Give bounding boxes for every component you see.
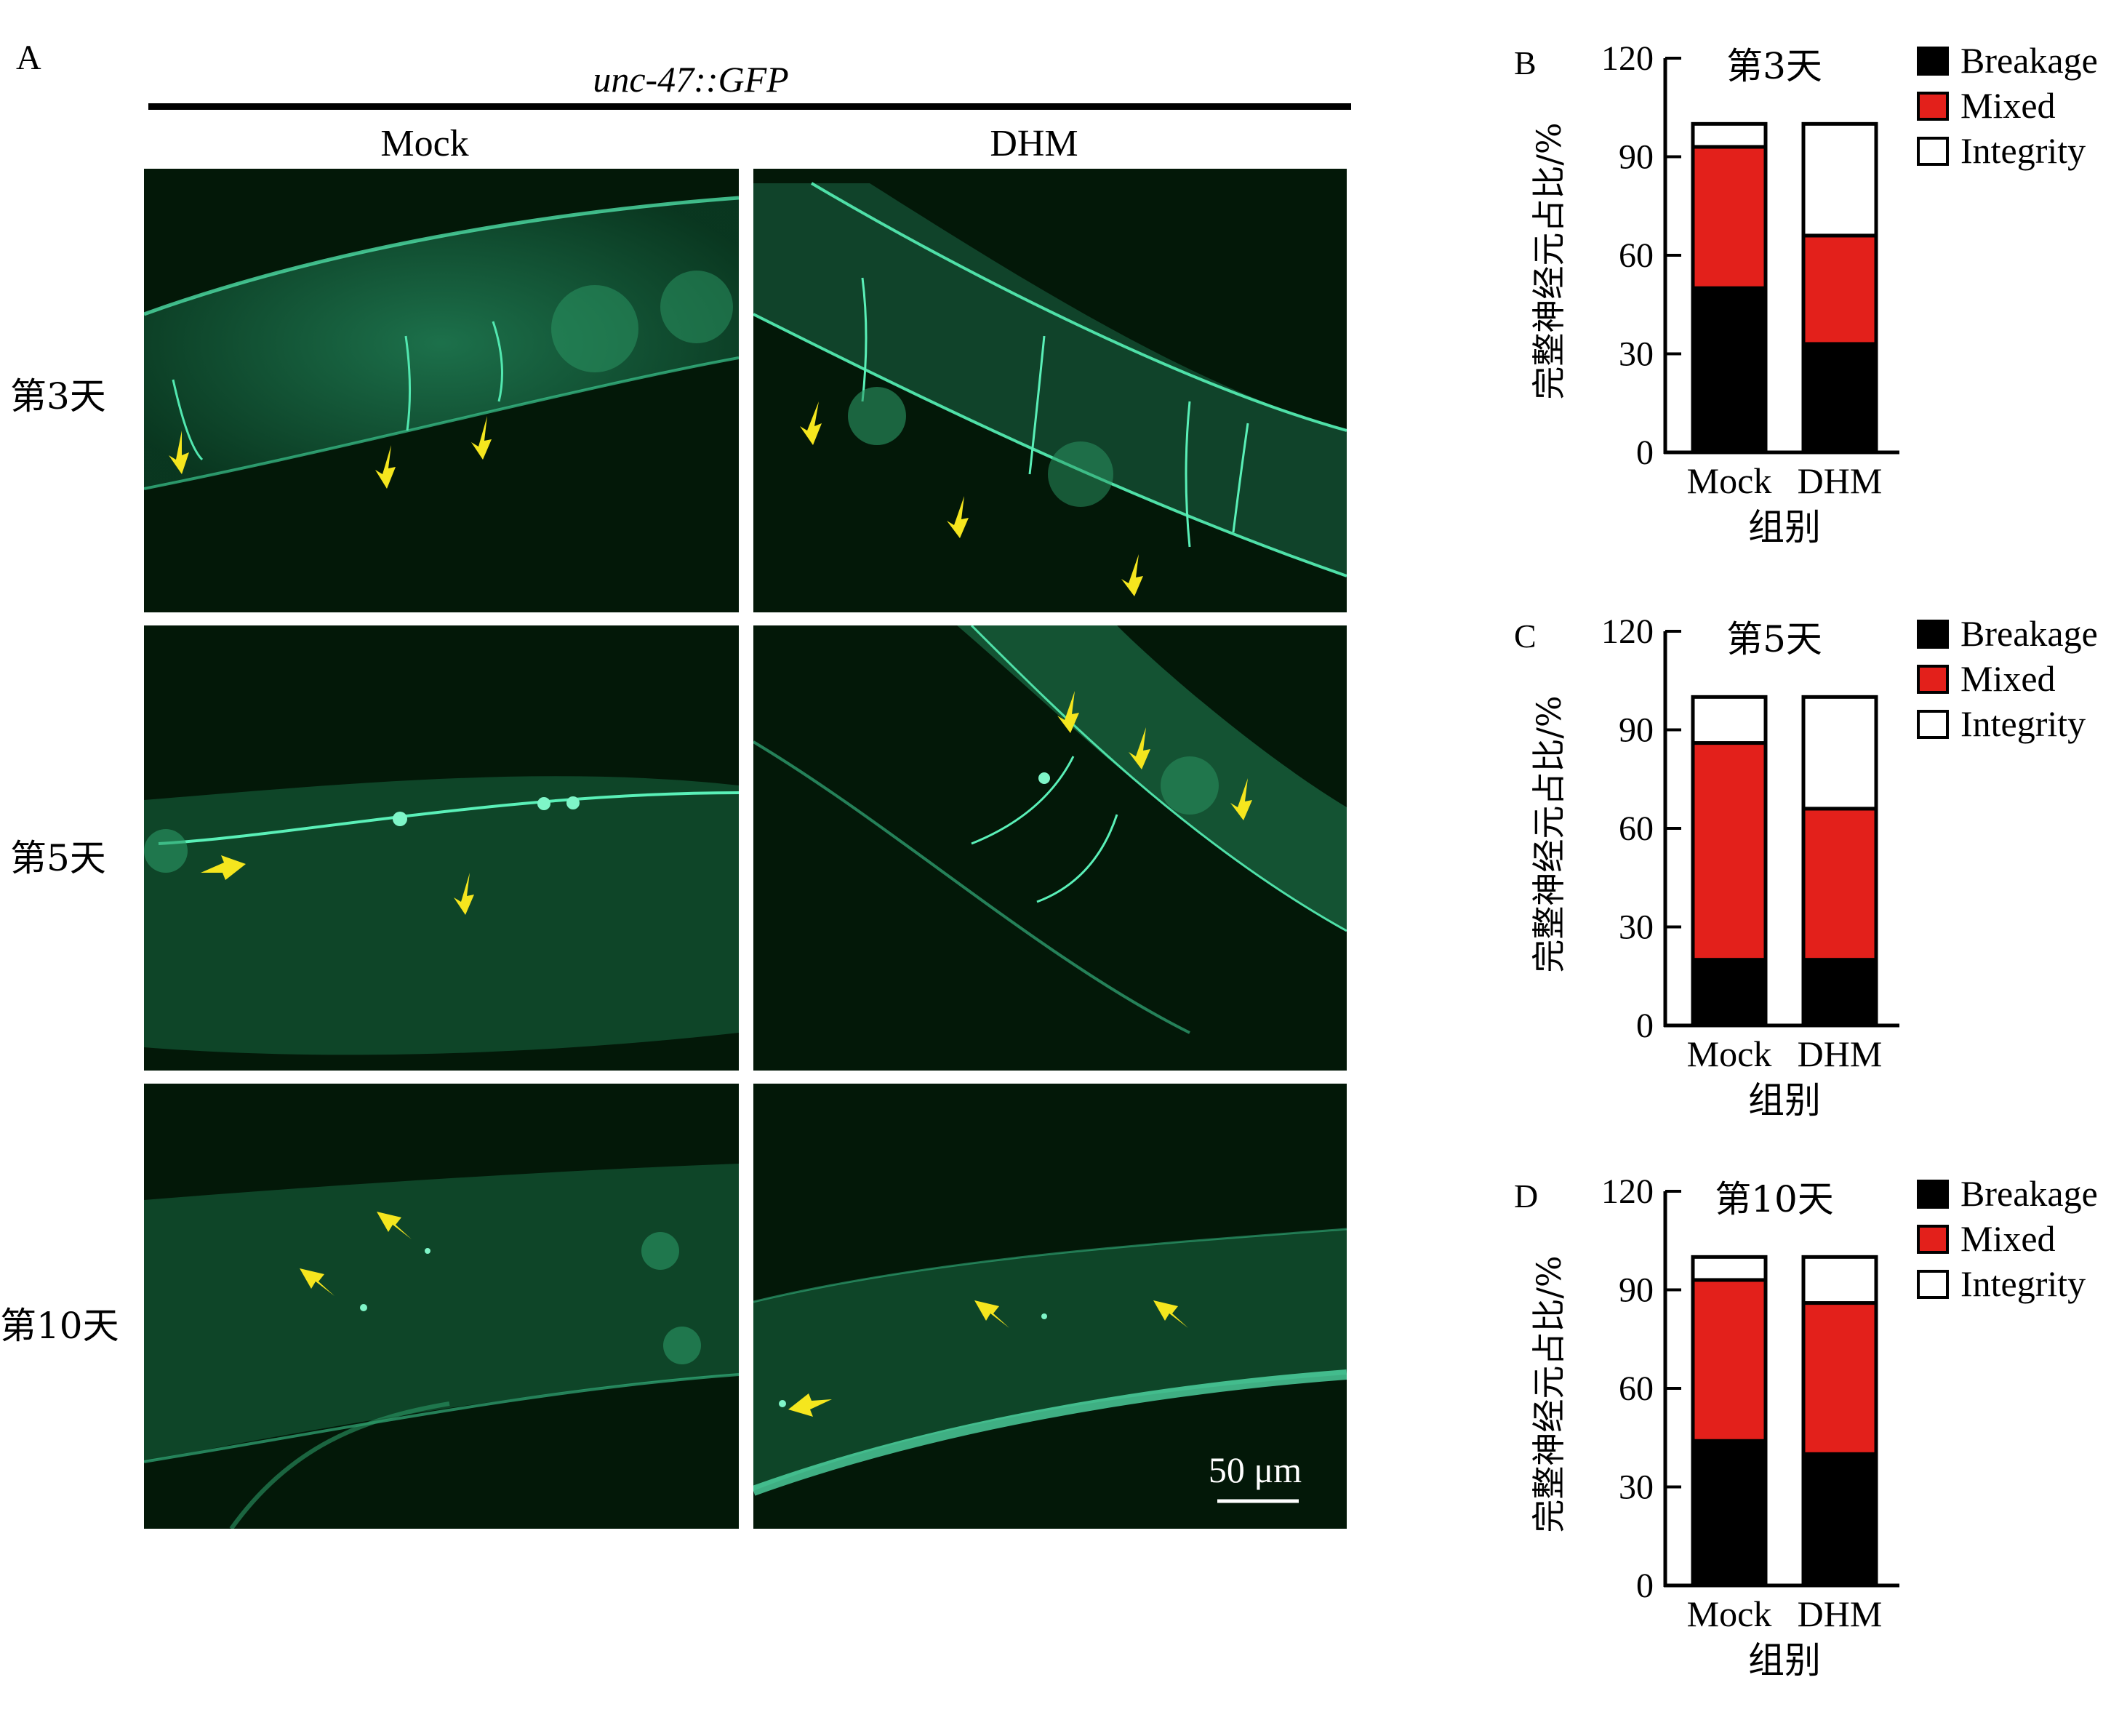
legend-label-mixed: Mixed [1960,85,2056,126]
panel-letter: D [1514,1177,1538,1215]
legend-swatch-integrity [1917,710,1949,739]
bar-segment-integrity [1691,1255,1768,1282]
y-tick-label: 90 [1619,138,1654,177]
column-label-dhm: DHM [990,123,1078,164]
legend-label-mixed: Mixed [1960,1218,2056,1259]
y-tick-label: 120 [1601,39,1654,78]
y-tick-label: 30 [1619,335,1654,374]
legend-swatch-mixed [1917,665,1949,694]
bar-segment-integrity [1691,695,1768,745]
legend-swatch-breakage [1917,620,1949,649]
bar-segment-integrity [1691,121,1768,149]
bar-segment-integrity [1801,121,1878,238]
micrograph-day10-mock [144,1084,739,1529]
y-axis-label: 完整神经元占比/% [1529,1255,1569,1532]
bar-segment-breakage [1691,286,1768,455]
legend-label-mixed: Mixed [1960,658,2056,699]
bar-segment-mixed [1691,1278,1768,1443]
chart-title: 第3天 [1726,45,1822,87]
y-tick-label: 30 [1619,908,1654,947]
y-tick-label: 0 [1636,1567,1654,1605]
legend-swatch-integrity [1917,137,1949,166]
legend-swatch-integrity [1917,1270,1949,1299]
x-tick-label: Mock [1687,460,1772,501]
bar-charts-svg: B 0 30 60 90 120 完整神经元占比/% 第3天 Mock DHM 组别 Breakage… [1514,39,2098,1681]
panel-letter: B [1514,44,1537,81]
legend-label-integrity: Integrity [1960,1263,2086,1304]
legend-swatch-mixed [1917,1225,1949,1254]
bar-segment-breakage [1691,958,1768,1028]
bar-segment-integrity [1801,1255,1878,1305]
legend-label-integrity: Integrity [1960,130,2086,171]
legend-swatch-breakage [1917,47,1949,76]
y-tick-label: 60 [1619,1369,1654,1408]
title-rule [148,103,1351,110]
legend-label-breakage: Breakage [1960,40,2098,81]
y-tick-label: 120 [1601,612,1654,651]
x-axis-label: 组别 [1748,1639,1821,1681]
y-tick-label: 0 [1636,1007,1654,1045]
y-tick-label: 90 [1619,1271,1654,1310]
chart-title: 第5天 [1726,618,1822,660]
x-tick-label: DHM [1798,460,1883,501]
y-tick-label: 60 [1619,809,1654,848]
micrograph-day5-dhm [753,625,1347,1071]
panel-a-title: unc-47::GFP [593,59,789,100]
x-tick-label: Mock [1687,1033,1772,1074]
micrograph-day10-dhm: 50 μm [753,1084,1347,1529]
bar-segment-integrity [1801,695,1878,811]
legend-swatch-breakage [1917,1180,1949,1209]
row-label-day3: 第3天 [10,375,106,417]
bar-segment-mixed [1801,807,1878,962]
column-label-mock: Mock [380,123,469,164]
micrograph-day3-dhm [753,169,1347,612]
row-label-day10: 第10天 [0,1305,119,1347]
x-axis-label: 组别 [1748,506,1821,548]
bar-segment-mixed [1801,233,1878,346]
x-tick-label: Mock [1687,1593,1772,1634]
legend-label-integrity: Integrity [1960,703,2086,744]
y-tick-label: 60 [1619,236,1654,275]
y-tick-label: 90 [1619,711,1654,750]
micrograph-day3-mock [144,169,739,612]
legend-label-breakage: Breakage [1960,1173,2098,1214]
y-axis-label: 完整神经元占比/% [1529,122,1569,399]
y-tick-label: 0 [1636,433,1654,472]
row-label-day5: 第5天 [10,837,106,879]
y-axis-label: 完整神经元占比/% [1529,695,1569,972]
x-tick-label: DHM [1798,1033,1883,1074]
bar-segment-breakage [1691,1439,1768,1588]
bar-segment-breakage [1801,1452,1878,1588]
bar-segment-mixed [1801,1301,1878,1456]
bar-segment-breakage [1801,342,1878,455]
bar-segment-breakage [1801,958,1878,1028]
bar-charts: B 0 30 60 90 120 完整神经元占比/% 第3天 Mock DHM 组别 Breakage… [1498,15,2119,1731]
x-axis-label: 组别 [1748,1079,1821,1121]
y-tick-label: 30 [1619,1468,1654,1507]
panel-a-letter: A [16,39,41,77]
legend-label-breakage: Breakage [1960,613,2098,654]
bar-segment-mixed [1691,741,1768,962]
micrograph-day5-mock [144,625,739,1071]
legend-swatch-mixed [1917,92,1949,121]
y-tick-label: 120 [1601,1172,1654,1211]
x-tick-label: DHM [1798,1593,1883,1634]
chart-title: 第10天 [1715,1178,1834,1220]
scale-bar-label: 50 μm [1209,1449,1302,1490]
bar-segment-mixed [1691,145,1768,290]
panel-letter: C [1514,617,1537,655]
